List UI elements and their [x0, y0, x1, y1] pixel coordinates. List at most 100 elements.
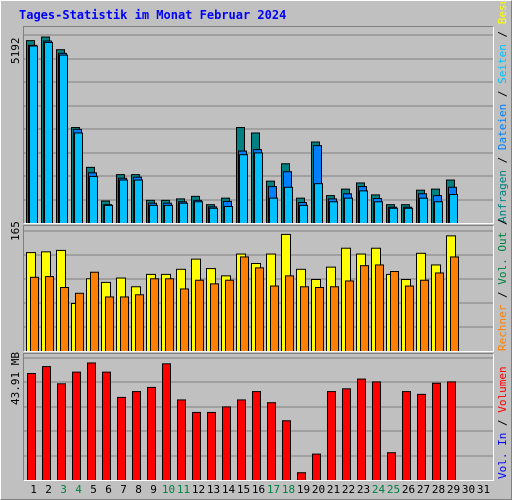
x-tick-label-day-10: 10	[161, 483, 176, 496]
sites-bar-day-19	[300, 286, 309, 351]
sites-bar-day-4	[75, 292, 84, 351]
pages-bar-day-26	[404, 207, 413, 223]
hits-legend-item: Anfragen	[496, 170, 509, 223]
sites-bar-day-23	[360, 265, 369, 351]
hits-legend-item: /	[496, 150, 509, 171]
hits-bar-chart	[24, 34, 493, 223]
x-tick-label-day-14: 14	[221, 483, 236, 496]
visits-legend-item: Rechner	[496, 304, 509, 351]
x-tick-label-day-17: 17	[266, 483, 281, 496]
pages-bar-day-24	[374, 201, 383, 223]
pages-bar-day-10	[164, 204, 173, 223]
pages-bar-day-29	[449, 194, 458, 223]
x-tick-label-day-3: 3	[60, 483, 67, 496]
x-tick-label-day-15: 15	[236, 483, 251, 496]
sites-bar-day-25	[390, 271, 399, 351]
volume-panel	[23, 353, 494, 481]
x-tick-label-day-30: 30	[461, 483, 476, 496]
pages-bar-day-23	[359, 190, 368, 223]
volume-bar-day-25	[387, 452, 396, 480]
x-tick-label-day-28: 28	[431, 483, 446, 496]
volume-bar-day-4	[72, 371, 81, 480]
volume-axis-max-label: 43.91 MB	[9, 352, 22, 405]
x-tick-label-day-5: 5	[90, 483, 97, 496]
x-tick-label-day-26: 26	[401, 483, 416, 496]
volume-bar-day-13	[207, 411, 216, 480]
x-tick-label-day-29: 29	[446, 483, 461, 496]
hits-legend: Anfragen / Dateien / Seiten / Besuche	[496, 0, 509, 223]
volume-legend-item: Volumen	[496, 366, 509, 413]
volume-bar-day-3	[57, 383, 66, 480]
pages-bar-day-14	[224, 205, 233, 223]
volume-bar-day-7	[117, 396, 126, 480]
pages-bar-day-20	[314, 183, 323, 223]
sites-bar-day-7	[120, 296, 129, 351]
x-tick-label-day-20: 20	[311, 483, 326, 496]
x-tick-label-day-6: 6	[105, 483, 112, 496]
visits-legend-item: /	[496, 284, 509, 305]
visits-panel	[23, 225, 494, 352]
hits-axis-max-label: 5192	[9, 37, 22, 65]
visits-legend: Rechner / Vol. Out /	[496, 219, 509, 351]
sites-bar-day-26	[405, 285, 414, 351]
sites-bar-day-2	[45, 276, 54, 351]
x-axis-day-labels: 1 2 3 4 5 6 7 8 9 10 11 12 13 14 15 16 17 18 19 20 21 22 23 24 2…	[23, 483, 492, 497]
pages-bar-day-16	[254, 152, 263, 223]
visits-legend-item: /	[496, 218, 509, 232]
sites-bar-day-21	[330, 286, 339, 351]
pages-bar-day-1	[29, 45, 38, 223]
pages-bar-day-18	[284, 186, 293, 223]
x-tick-label-day-8: 8	[135, 483, 142, 496]
pages-bar-day-13	[209, 207, 218, 223]
volume-bar-day-19	[297, 472, 306, 480]
x-tick-label-day-23: 23	[356, 483, 371, 496]
x-tick-label-day-11: 11	[176, 483, 191, 496]
hits-legend-item: /	[496, 83, 509, 104]
pages-bar-day-22	[344, 197, 353, 223]
sites-bar-day-1	[30, 276, 39, 351]
sites-bar-day-20	[315, 287, 324, 351]
pages-bar-day-7	[119, 179, 128, 223]
x-tick-label-day-22: 22	[341, 483, 356, 496]
volume-bar-day-8	[132, 391, 141, 480]
volume-bar-day-15	[237, 399, 246, 480]
pages-bar-day-5	[89, 175, 98, 223]
volume-bar-day-14	[222, 406, 231, 480]
x-tick-label-day-21: 21	[326, 483, 341, 496]
pages-bar-day-11	[179, 202, 188, 223]
sites-bar-day-10	[165, 278, 174, 351]
pages-bar-day-4	[74, 132, 83, 223]
x-tick-label-day-19: 19	[296, 483, 311, 496]
sites-bar-day-6	[105, 296, 114, 351]
volume-bar-day-6	[102, 371, 111, 480]
sites-bar-day-8	[135, 294, 144, 351]
volume-bar-day-17	[267, 402, 276, 480]
sites-bar-day-11	[180, 288, 189, 351]
x-tick-label-day-2: 2	[45, 483, 52, 496]
pages-bar-day-25	[389, 207, 398, 223]
x-tick-label-day-25: 25	[386, 483, 401, 496]
volume-bar-day-11	[177, 399, 186, 480]
hits-legend-item: Dateien	[496, 103, 509, 151]
pages-bar-day-15	[239, 154, 248, 223]
hits-panel	[23, 26, 494, 224]
visits-legend-item: Vol. Out	[496, 231, 509, 285]
volume-bar-day-10	[162, 363, 171, 480]
volume-bar-day-12	[192, 411, 201, 480]
pages-bar-day-28	[434, 201, 443, 223]
volume-bar-day-20	[312, 453, 321, 480]
volume-bar-day-27	[417, 393, 426, 480]
volume-bar-day-23	[357, 378, 366, 480]
sites-bar-day-16	[255, 267, 264, 351]
volume-bar-day-18	[282, 420, 291, 480]
sites-bar-day-5	[90, 271, 99, 351]
volume-legend: Vol. In / Volumen	[496, 366, 509, 479]
hits-legend-item: /	[496, 24, 509, 45]
sites-bar-day-27	[420, 279, 429, 351]
sites-bar-day-22	[345, 280, 354, 351]
sites-bar-day-17	[270, 285, 279, 351]
volume-legend-item: /	[496, 412, 509, 433]
visits-bar-chart	[24, 230, 493, 351]
volume-bar-day-1	[27, 373, 36, 480]
x-tick-label-day-13: 13	[206, 483, 221, 496]
